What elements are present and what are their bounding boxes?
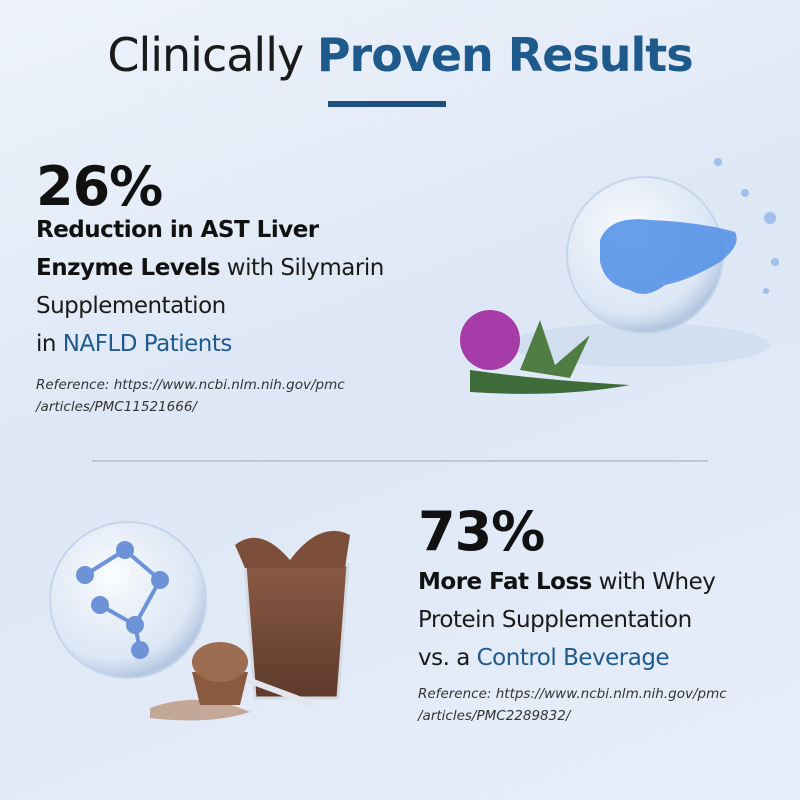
title: Clinically Proven Results bbox=[0, 28, 800, 82]
title-underline bbox=[328, 101, 446, 107]
stat-text: Reduction in AST Liver bbox=[36, 217, 319, 243]
reference: Reference: https://www.ncbi.nlm.nih.gov/… bbox=[36, 377, 345, 393]
stat-line: Supplementation bbox=[36, 287, 226, 325]
stat-text: Enzyme Levels bbox=[36, 255, 220, 281]
stat-text: NAFLD Patients bbox=[62, 331, 233, 357]
stat-text: More Fat Loss bbox=[418, 569, 592, 595]
reference: /articles/PMC2289832/ bbox=[418, 708, 571, 724]
stat-text: with Silymarin bbox=[219, 255, 385, 281]
reference: /articles/PMC11521666/ bbox=[36, 399, 197, 415]
liver-illustration bbox=[460, 158, 779, 394]
stat-line: More Fat Loss with Whey bbox=[418, 563, 716, 601]
stat-line: Enzyme Levels with Silymarin bbox=[36, 249, 384, 287]
stat-text: Supplementation bbox=[36, 293, 226, 319]
stat-line: in NAFLD Patients bbox=[36, 325, 232, 363]
reference: Reference: https://www.ncbi.nlm.nih.gov/… bbox=[418, 686, 727, 702]
stat-line: vs. a Control Beverage bbox=[418, 639, 670, 677]
stat-text: with Whey bbox=[591, 569, 716, 595]
stat-text: Control Beverage bbox=[476, 645, 670, 671]
stat-text: vs. a bbox=[418, 645, 477, 671]
stat-figure: 26% bbox=[36, 155, 163, 218]
stat-text: Protein Supplementation bbox=[418, 607, 692, 633]
shake-illustration bbox=[49, 521, 350, 721]
stat-line: Protein Supplementation bbox=[418, 601, 692, 639]
stat-figure: 73% bbox=[418, 500, 545, 563]
title-segment: Proven Results bbox=[316, 28, 694, 82]
title-segment: Clinically bbox=[107, 28, 317, 82]
stat-line: Reduction in AST Liver bbox=[36, 211, 319, 249]
stat-text: in bbox=[36, 331, 63, 357]
